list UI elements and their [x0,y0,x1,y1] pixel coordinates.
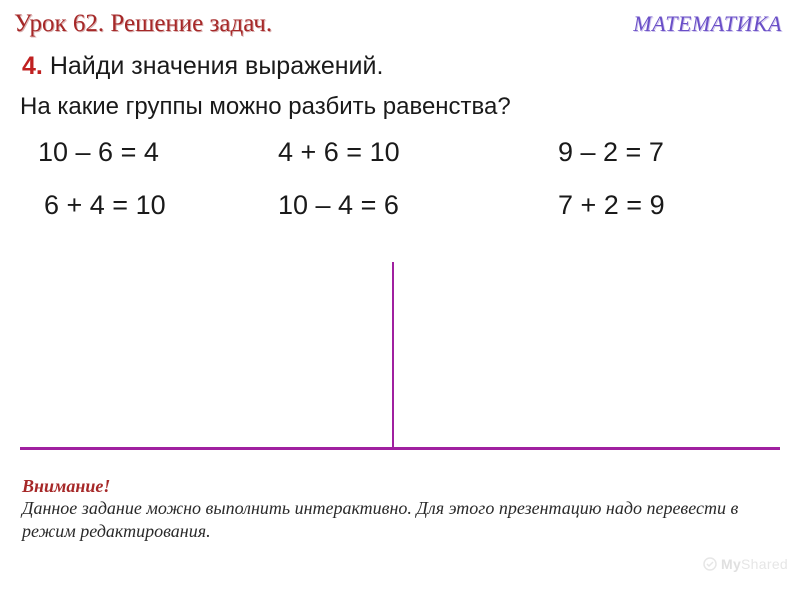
task-question: На какие группы можно разбить равенства? [0,89,800,131]
lesson-title: Урок 62. Решение задач. [14,10,272,38]
equations-row: 10 – 6 = 4 4 + 6 = 10 9 – 2 = 7 [38,137,770,168]
task-number: 4. [22,52,43,80]
task-text: Найди значения выражений. [50,52,384,80]
equation: 9 – 2 = 7 [558,137,770,168]
equation: 6 + 4 = 10 [38,190,278,221]
equation: 10 – 4 = 6 [278,190,558,221]
subject-label: МАТЕМАТИКА [633,11,782,37]
attention-label: Внимание! [22,476,110,496]
work-area [20,262,780,450]
footer-text: Данное задание можно выполнить интеракти… [22,498,738,541]
equation: 10 – 6 = 4 [38,137,278,168]
equations-block: 10 – 6 = 4 4 + 6 = 10 9 – 2 = 7 6 + 4 = … [0,131,800,221]
slide-header: Урок 62. Решение задач. МАТЕМАТИКА [0,0,800,42]
equations-row: 6 + 4 = 10 10 – 4 = 6 7 + 2 = 9 [38,190,770,221]
equation: 7 + 2 = 9 [558,190,770,221]
horizontal-divider [20,447,780,450]
vertical-divider [392,262,394,450]
footer-note: Внимание! Данное задание можно выполнить… [22,475,778,543]
task-line: 4. Найди значения выражений. [0,42,800,89]
watermark: MyShared [703,556,788,572]
equation: 4 + 6 = 10 [278,137,558,168]
